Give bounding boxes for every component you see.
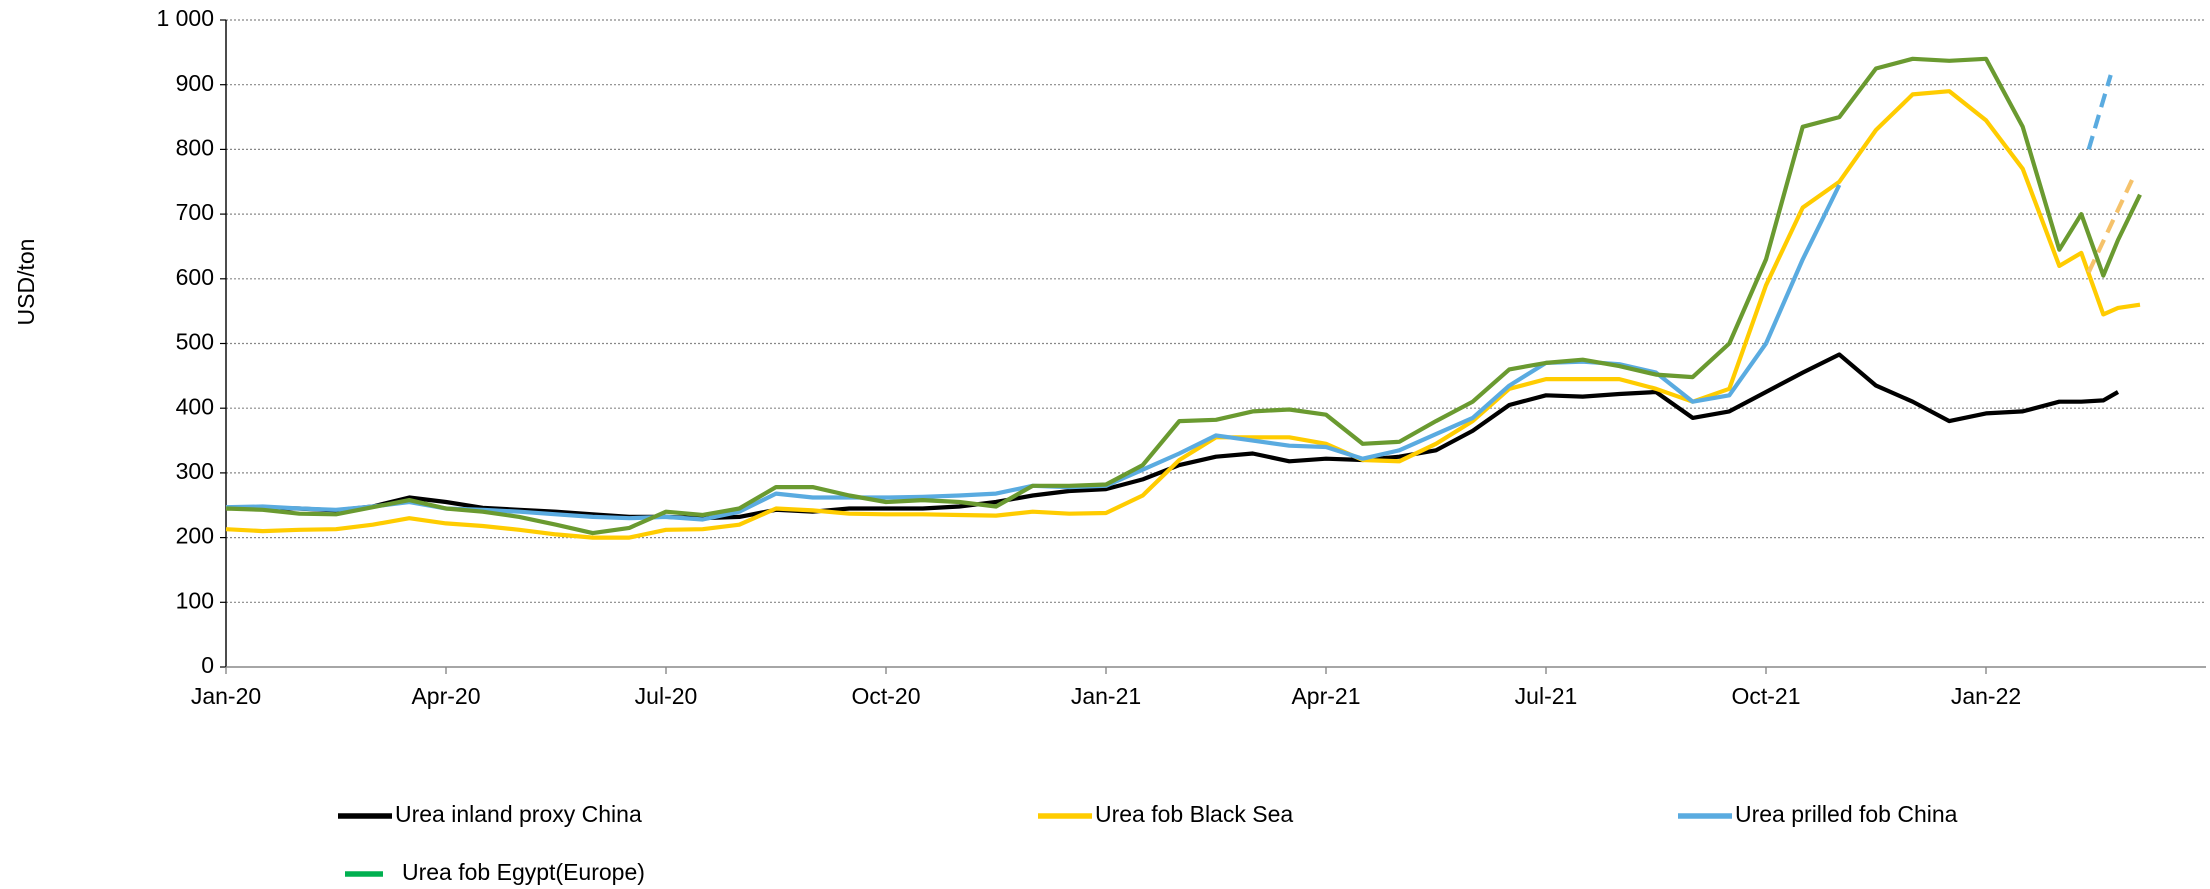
x-tick-label: Apr-21 xyxy=(1291,683,1360,709)
y-tick-label: 700 xyxy=(176,199,214,225)
y-tick-label: 300 xyxy=(176,458,214,484)
x-tick-label: Jan-20 xyxy=(191,683,261,709)
series-line xyxy=(225,352,2120,521)
y-tick-label: 600 xyxy=(176,264,214,290)
y-tick-label: 800 xyxy=(176,134,214,160)
y-tick-label: 900 xyxy=(176,70,214,96)
x-tick-label: Oct-21 xyxy=(1731,683,1800,709)
x-tick-label: Jul-20 xyxy=(635,683,698,709)
y-tick-label: 400 xyxy=(176,393,214,419)
y-axis-label: USD/ton xyxy=(13,239,39,326)
legend-label: Urea fob Egypt(Europe) xyxy=(402,859,645,885)
legend-label: Urea fob Black Sea xyxy=(1095,801,1293,827)
series-line xyxy=(225,56,2142,536)
y-tick-label: 0 xyxy=(201,652,214,678)
x-tick-label: Oct-20 xyxy=(851,683,920,709)
x-tick-label: Jan-22 xyxy=(1951,683,2021,709)
x-tick-label: Jul-21 xyxy=(1515,683,1578,709)
x-tick-label: Jan-21 xyxy=(1071,683,1141,709)
legend-label: Urea inland proxy China xyxy=(395,801,642,827)
projection-line xyxy=(2086,74,2113,150)
y-tick-label: 200 xyxy=(176,523,214,549)
series-line xyxy=(225,89,2141,540)
y-tick-label: 500 xyxy=(176,329,214,355)
legend-label: Urea prilled fob China xyxy=(1735,801,1958,827)
series-line xyxy=(225,184,1842,522)
y-tick-label: 1 000 xyxy=(156,5,214,31)
projection-line xyxy=(2086,177,2135,274)
y-tick-label: 100 xyxy=(176,587,214,613)
x-tick-label: Apr-20 xyxy=(411,683,480,709)
